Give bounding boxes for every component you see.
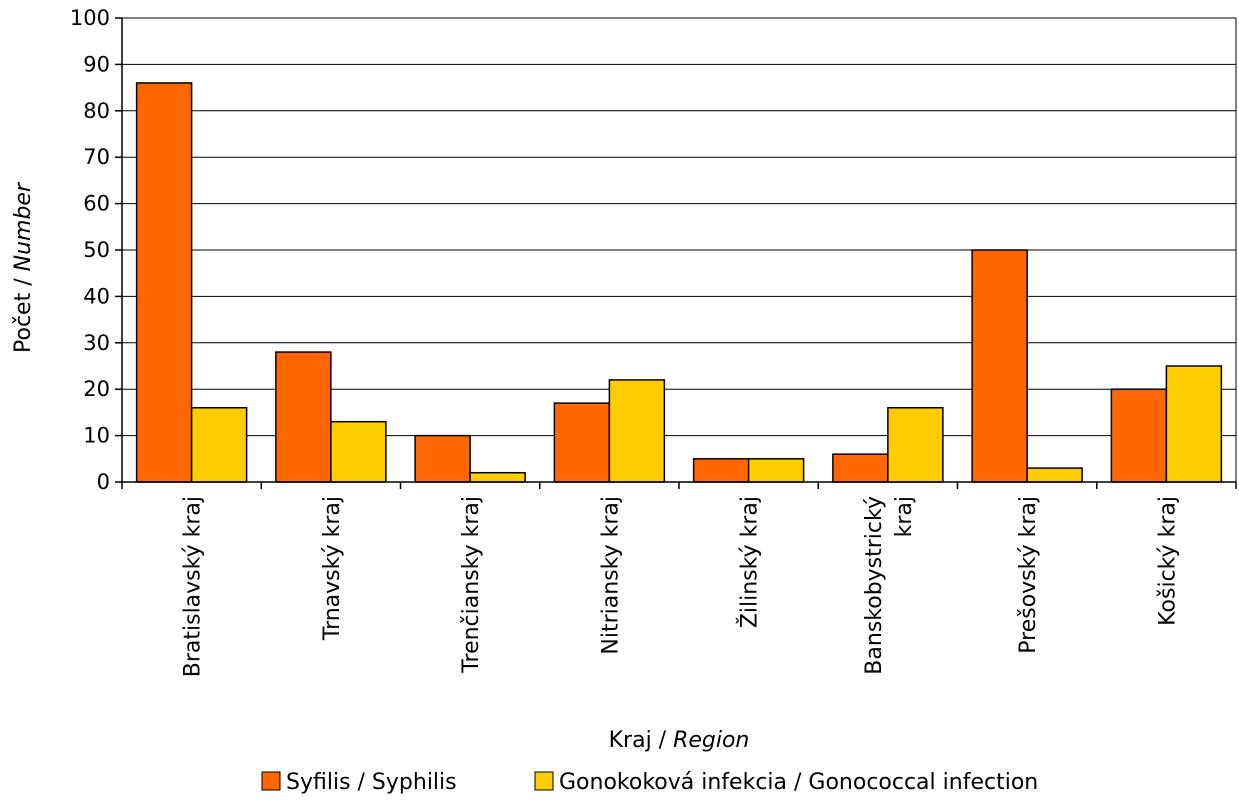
bar-gonococcal: [747, 458, 805, 483]
x-tick-label-line: Košický kraj: [1155, 496, 1180, 626]
bar-syphilis: [1110, 388, 1168, 483]
y-tick-label: 40: [83, 284, 110, 308]
bar-gonococcal: [190, 407, 248, 483]
x-tick-label-line: kraj: [892, 496, 917, 537]
bar-gonococcal: [1165, 365, 1223, 483]
y-tick-label: 30: [83, 331, 110, 355]
bar-syphilis: [135, 82, 193, 483]
legend-label-syphilis: Syfilis / Syphilis: [286, 770, 457, 795]
x-tick-label: Žilinský kraj: [737, 496, 763, 628]
bar-syphilis: [832, 453, 889, 483]
y-tick-labels: 0 10 20 30 40 50 60 70 80 90 100: [70, 6, 110, 494]
y-tick-label: 100: [70, 6, 110, 30]
x-tick-label-line: Žilinský kraj: [737, 496, 763, 628]
y-axis-title: Počet / Number: [11, 181, 36, 353]
y-tick-label: 20: [83, 377, 110, 401]
x-tick-label: Nitriansky kraj: [598, 496, 623, 655]
bar-syphilis: [692, 458, 750, 483]
x-tick-label: Prešovský kraj: [1016, 496, 1041, 654]
bar-gonococcal: [608, 379, 666, 483]
y-axis-title-plain: Počet /: [11, 271, 36, 353]
x-tick-label-line: Trnavský kraj: [320, 496, 345, 641]
x-tick-label-line: Banskobystrický: [862, 496, 887, 675]
x-axis-title-italic: Region: [673, 728, 749, 753]
x-tick-label: Bratislavský kraj: [181, 496, 206, 677]
bar-gonococcal: [887, 407, 944, 483]
axes: [115, 17, 1237, 489]
y-tick-label: 50: [83, 238, 110, 262]
x-tick-label: Košický kraj: [1155, 496, 1180, 626]
x-tick-label-line: Bratislavský kraj: [181, 496, 206, 677]
bar-syphilis: [275, 351, 332, 483]
bar-syphilis: [414, 434, 471, 483]
x-axis-title: Kraj / Region: [609, 728, 750, 753]
y-tick-label: 0: [97, 470, 110, 494]
x-tick-label: Trnavský kraj: [320, 496, 345, 641]
y-tick-label: 10: [83, 424, 110, 448]
x-axis-title-plain: Kraj /: [609, 728, 673, 753]
bar-gonococcal: [1026, 467, 1083, 483]
x-tick-label-line: Nitriansky kraj: [598, 496, 623, 655]
y-tick-label: 80: [83, 99, 110, 123]
y-tick-label: 90: [83, 52, 110, 76]
legend-swatch-syphilis: [261, 771, 281, 791]
bar-syphilis: [553, 402, 611, 483]
x-tick-labels: Bratislavský kraj Trnavský kraj Trenčiansk…: [181, 496, 1181, 677]
x-tick-label-line: Trenčiansky kraj: [459, 496, 484, 674]
bar-gonococcal: [469, 471, 526, 483]
x-tick-label-line: Prešovský kraj: [1016, 496, 1041, 654]
legend-label-gonococcal: Gonokoková infekcia / Gonococcal infecti…: [559, 770, 1038, 795]
legend-swatch-gonococcal: [534, 771, 554, 791]
x-tick-label: Trenčiansky kraj: [459, 496, 484, 674]
bars: [135, 82, 1223, 483]
y-tick-label: 70: [83, 145, 110, 169]
legend: Syfilis / Syphilis Gonokoková infekcia /…: [261, 770, 1038, 795]
x-tick-label: Banskobystrický kraj: [862, 496, 917, 675]
bar-gonococcal: [330, 420, 387, 483]
y-axis-title-italic: Number: [11, 181, 36, 271]
y-tick-label: 60: [83, 192, 110, 216]
bar-syphilis: [971, 249, 1028, 483]
